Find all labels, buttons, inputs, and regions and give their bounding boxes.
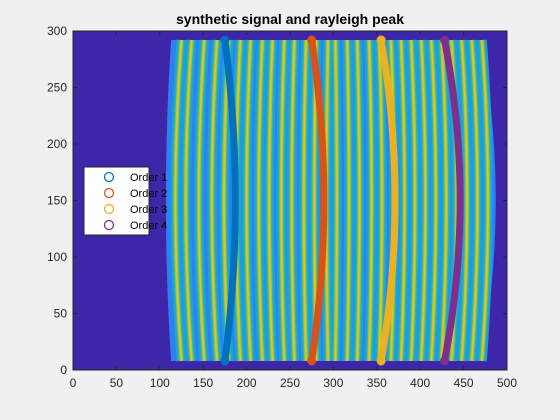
heatmap-fringe (198, 39, 206, 362)
heatmap-fringe (257, 40, 264, 361)
legend-label: Order 4 (130, 220, 167, 232)
series-order-3-marker (376, 35, 386, 45)
x-tick-label: 250 (280, 376, 300, 390)
heatmap-fringe (481, 39, 489, 362)
y-tick-label: 250 (47, 81, 67, 95)
x-tick-label: 450 (454, 376, 474, 390)
rayleigh-peak-series (220, 35, 464, 366)
heatmap-fringe (245, 40, 252, 361)
heatmap-fringe (470, 39, 479, 362)
legend-label: Order 3 (130, 204, 167, 216)
series-order-3 (377, 36, 399, 365)
legend-marker (103, 219, 115, 231)
y-tick-label: 0 (60, 363, 67, 377)
legend-box (83, 166, 150, 236)
heatmap-fringe (223, 39, 230, 362)
x-tick-label: 300 (323, 376, 343, 390)
signal-heatmap (165, 39, 496, 362)
series-order-1 (221, 36, 239, 365)
x-axis: 0 50 100 150 200 250 300 350 400 450 500 (70, 31, 517, 390)
x-tick-label: 0 (70, 376, 77, 390)
heatmap-fringe (268, 40, 274, 361)
series-order-4-marker (440, 35, 450, 45)
series-order-2-marker (307, 356, 317, 366)
heatmap-fringe (420, 40, 427, 361)
heatmap-fringe (460, 39, 468, 362)
heatmap-fringe (430, 39, 437, 362)
legend-marker (103, 187, 115, 199)
heatmap-fringe (440, 39, 448, 362)
y-tick-label: 150 (47, 194, 67, 208)
x-tick-label: 200 (237, 376, 257, 390)
heatmap-fringe (356, 40, 361, 361)
x-tick-label: 100 (150, 376, 170, 390)
heatmap-fringe (346, 40, 350, 361)
legend-marker (103, 203, 115, 215)
y-tick-label: 50 (54, 307, 68, 321)
heatmap-fringe (400, 40, 406, 361)
heatmap-fringe (174, 39, 183, 362)
legend: Order 1 Order 2 Order 3 Order 4 (83, 166, 167, 236)
series-order-1-marker (220, 35, 230, 45)
x-tick-label: 150 (193, 376, 213, 390)
series-order-4 (441, 36, 464, 365)
legend-label: Order 2 (130, 188, 167, 200)
y-axis: 0 50 100 150 200 250 300 (47, 24, 507, 377)
heatmap-fringe (280, 40, 286, 361)
x-tick-label: 350 (367, 376, 387, 390)
series-order-3-marker (376, 356, 386, 366)
legend-marker (103, 171, 115, 183)
chart-title: synthetic signal and rayleigh peak (176, 11, 404, 27)
series-order-4-marker (440, 356, 450, 366)
heatmap-fringe (368, 40, 373, 361)
series-order-2-marker (307, 35, 317, 45)
heatmap-fringe (334, 40, 338, 361)
heatmap-fringe (290, 40, 296, 361)
heatmap-fringe (185, 39, 193, 362)
x-tick-label: 50 (110, 376, 124, 390)
x-tick-label: 400 (410, 376, 430, 390)
legend-label: Order 1 (130, 172, 167, 184)
heatmap-fringe (303, 40, 307, 361)
series-order-1-marker (220, 356, 230, 366)
heatmap-fringe (211, 39, 218, 362)
y-tick-label: 100 (47, 250, 67, 264)
y-tick-label: 200 (47, 137, 67, 151)
series-order-2 (308, 36, 328, 365)
y-tick-label: 300 (47, 24, 67, 38)
x-tick-label: 500 (497, 376, 517, 390)
heatmap-fringe (410, 40, 416, 361)
heatmap-fringe (378, 40, 383, 361)
